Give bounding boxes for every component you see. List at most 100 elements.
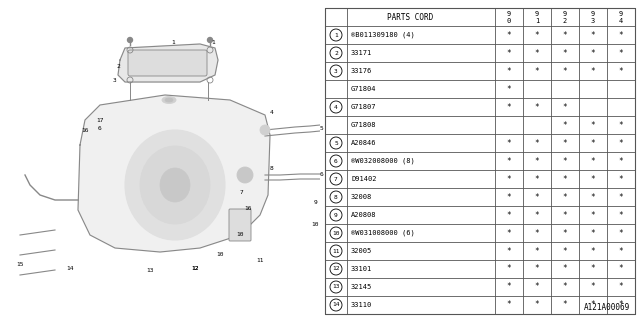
Text: *: * bbox=[619, 67, 623, 76]
Text: *: * bbox=[534, 174, 540, 183]
Text: *: * bbox=[507, 174, 511, 183]
Circle shape bbox=[330, 65, 342, 77]
Bar bbox=[325, 8, 635, 314]
Text: 16: 16 bbox=[244, 205, 252, 211]
Text: ®B011309180 (4): ®B011309180 (4) bbox=[351, 32, 415, 38]
Text: 2: 2 bbox=[563, 18, 567, 24]
Text: *: * bbox=[591, 283, 595, 292]
Text: *: * bbox=[534, 49, 540, 58]
Text: *: * bbox=[563, 246, 567, 255]
Text: 9: 9 bbox=[591, 11, 595, 17]
Text: ®W032008000 (8): ®W032008000 (8) bbox=[351, 158, 415, 164]
Text: *: * bbox=[507, 228, 511, 237]
Text: 11: 11 bbox=[256, 258, 264, 262]
Text: *: * bbox=[563, 228, 567, 237]
Text: *: * bbox=[534, 300, 540, 309]
Text: G71808: G71808 bbox=[351, 122, 376, 128]
Text: 6: 6 bbox=[334, 158, 338, 164]
Text: *: * bbox=[507, 67, 511, 76]
Text: *: * bbox=[591, 265, 595, 274]
Circle shape bbox=[330, 299, 342, 311]
FancyBboxPatch shape bbox=[128, 50, 207, 76]
Polygon shape bbox=[118, 44, 218, 82]
Text: *: * bbox=[534, 67, 540, 76]
Text: 7: 7 bbox=[334, 177, 338, 181]
Text: *: * bbox=[563, 102, 567, 111]
Text: *: * bbox=[534, 193, 540, 202]
Polygon shape bbox=[78, 95, 270, 252]
Circle shape bbox=[330, 47, 342, 59]
Text: G71807: G71807 bbox=[351, 104, 376, 110]
Text: 13: 13 bbox=[332, 284, 340, 290]
Text: 17: 17 bbox=[96, 117, 104, 123]
Text: 12: 12 bbox=[191, 266, 199, 270]
Text: *: * bbox=[591, 67, 595, 76]
Text: 11: 11 bbox=[332, 249, 340, 253]
Text: *: * bbox=[591, 121, 595, 130]
Ellipse shape bbox=[160, 168, 190, 202]
Text: 9: 9 bbox=[563, 11, 567, 17]
Text: PARTS CORD: PARTS CORD bbox=[387, 12, 433, 21]
Text: *: * bbox=[507, 283, 511, 292]
Text: 4: 4 bbox=[270, 109, 274, 115]
Text: *: * bbox=[563, 211, 567, 220]
Text: 9: 9 bbox=[313, 201, 317, 205]
Text: *: * bbox=[507, 265, 511, 274]
Text: 14: 14 bbox=[67, 266, 74, 270]
Text: *: * bbox=[619, 30, 623, 39]
Text: *: * bbox=[534, 30, 540, 39]
Text: 0: 0 bbox=[507, 18, 511, 24]
Ellipse shape bbox=[140, 146, 210, 224]
Text: *: * bbox=[507, 156, 511, 165]
Text: *: * bbox=[507, 211, 511, 220]
Text: A121A00069: A121A00069 bbox=[584, 303, 630, 312]
FancyBboxPatch shape bbox=[229, 209, 251, 241]
Text: 3: 3 bbox=[591, 18, 595, 24]
Circle shape bbox=[237, 167, 253, 183]
Text: *: * bbox=[507, 246, 511, 255]
Text: ®W031008000 (6): ®W031008000 (6) bbox=[351, 230, 415, 236]
Text: 33110: 33110 bbox=[351, 302, 372, 308]
Circle shape bbox=[260, 125, 270, 135]
Text: *: * bbox=[534, 265, 540, 274]
Text: 8: 8 bbox=[334, 195, 338, 199]
Text: 9: 9 bbox=[619, 11, 623, 17]
Text: *: * bbox=[507, 102, 511, 111]
Circle shape bbox=[330, 173, 342, 185]
Text: *: * bbox=[507, 30, 511, 39]
Circle shape bbox=[330, 227, 342, 239]
Text: 32145: 32145 bbox=[351, 284, 372, 290]
Text: *: * bbox=[507, 193, 511, 202]
Text: *: * bbox=[619, 211, 623, 220]
Circle shape bbox=[330, 191, 342, 203]
Text: *: * bbox=[507, 84, 511, 93]
Circle shape bbox=[330, 155, 342, 167]
Text: 33101: 33101 bbox=[351, 266, 372, 272]
Text: 15: 15 bbox=[16, 262, 24, 268]
Text: 32008: 32008 bbox=[351, 194, 372, 200]
Text: 13: 13 bbox=[147, 268, 154, 273]
Circle shape bbox=[330, 263, 342, 275]
Text: *: * bbox=[591, 156, 595, 165]
Text: *: * bbox=[591, 30, 595, 39]
Text: 4: 4 bbox=[619, 18, 623, 24]
Circle shape bbox=[330, 245, 342, 257]
Text: 6: 6 bbox=[319, 172, 323, 178]
Circle shape bbox=[330, 29, 342, 41]
Text: G71804: G71804 bbox=[351, 86, 376, 92]
Text: 14: 14 bbox=[332, 302, 340, 308]
Text: 1: 1 bbox=[211, 41, 215, 45]
Circle shape bbox=[330, 209, 342, 221]
Text: *: * bbox=[534, 156, 540, 165]
Text: *: * bbox=[563, 283, 567, 292]
Text: *: * bbox=[591, 228, 595, 237]
Text: 10: 10 bbox=[216, 252, 224, 258]
Text: *: * bbox=[619, 283, 623, 292]
Text: *: * bbox=[619, 300, 623, 309]
Circle shape bbox=[207, 37, 212, 43]
Text: 7: 7 bbox=[239, 189, 243, 195]
Text: *: * bbox=[591, 139, 595, 148]
Text: *: * bbox=[619, 228, 623, 237]
Text: 10: 10 bbox=[311, 222, 319, 228]
Text: 9: 9 bbox=[535, 11, 539, 17]
